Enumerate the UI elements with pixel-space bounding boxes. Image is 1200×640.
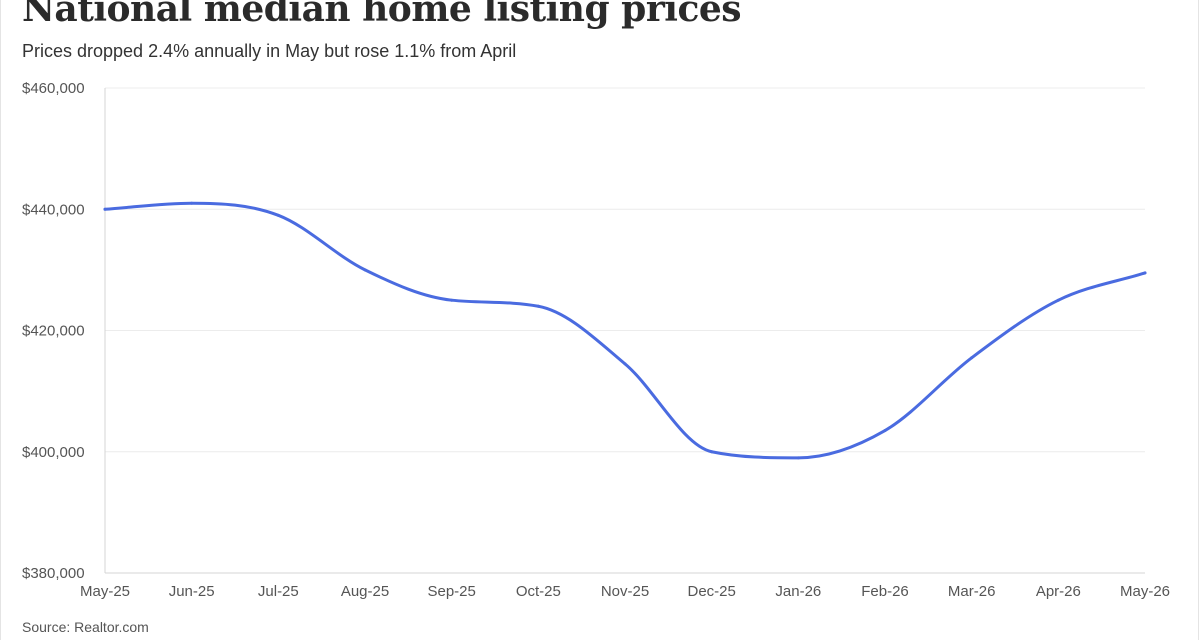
data-point-mar-26: [970, 356, 974, 360]
y-tick-label: $440,000: [22, 201, 85, 218]
data-point-jan-26: [796, 456, 800, 460]
data-point-nov-25: [623, 362, 627, 366]
x-tick-label: Sep-25: [427, 583, 475, 600]
x-tick-label: May-26: [1120, 583, 1170, 600]
data-point-jun-25: [190, 201, 194, 205]
y-tick-label: $420,000: [22, 323, 85, 340]
x-tick-label: Jan-26: [775, 583, 821, 600]
data-point-jul-25: [276, 213, 280, 217]
x-tick-label: Oct-25: [516, 583, 561, 600]
y-tick-label: $380,000: [22, 565, 85, 582]
x-tick-label: May-25: [80, 583, 130, 600]
data-point-oct-25: [536, 304, 540, 308]
data-point-aug-25: [363, 268, 367, 272]
data-point-sep-25: [450, 298, 454, 302]
x-tick-label: Feb-26: [861, 583, 909, 600]
data-point-dec-25: [710, 450, 714, 454]
source-note: Source: Realtor.com: [22, 619, 149, 635]
y-tick-label: $460,000: [22, 80, 85, 97]
data-point-apr-26: [1056, 298, 1060, 302]
y-tick-label: $400,000: [22, 444, 85, 461]
x-tick-label: Nov-25: [601, 583, 649, 600]
x-tick-label: Aug-25: [341, 583, 389, 600]
x-tick-label: Mar-26: [948, 583, 996, 600]
data-point-feb-26: [883, 429, 887, 433]
chart-subtitle: Prices dropped 2.4% annually in May but …: [22, 41, 517, 61]
x-tick-label: Jun-25: [169, 583, 215, 600]
data-point-may-26: [1143, 271, 1147, 275]
chart-title: National median home listing prices: [22, 0, 742, 30]
x-tick-label: Dec-25: [687, 583, 735, 600]
data-point-may-25: [103, 207, 107, 211]
x-tick-label: Jul-25: [258, 583, 299, 600]
x-tick-label: Apr-26: [1036, 583, 1081, 600]
